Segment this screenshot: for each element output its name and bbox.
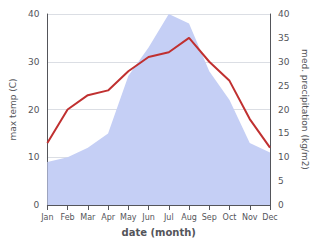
svg-text:30: 30: [28, 57, 40, 67]
svg-text:5: 5: [278, 176, 284, 186]
svg-text:10: 10: [28, 152, 40, 162]
svg-text:20: 20: [28, 105, 40, 115]
svg-text:0: 0: [34, 200, 40, 210]
svg-text:Mar: Mar: [80, 213, 96, 222]
svg-text:30: 30: [278, 57, 290, 67]
svg-text:date (month): date (month): [121, 227, 195, 238]
svg-text:Aug: Aug: [181, 213, 197, 222]
svg-text:med. precipitation (kg/m2): med. precipitation (kg/m2): [300, 49, 310, 170]
svg-text:40: 40: [278, 9, 290, 19]
svg-text:Dec: Dec: [262, 213, 277, 222]
svg-text:10: 10: [278, 152, 290, 162]
svg-text:0: 0: [278, 200, 284, 210]
svg-text:Sep: Sep: [202, 213, 217, 222]
svg-text:Oct: Oct: [223, 213, 237, 222]
svg-text:max temp (C): max temp (C): [8, 78, 18, 140]
svg-text:20: 20: [278, 105, 290, 115]
svg-text:35: 35: [278, 33, 289, 43]
svg-text:25: 25: [278, 81, 289, 91]
svg-text:Jul: Jul: [163, 213, 174, 222]
svg-text:Jun: Jun: [141, 213, 155, 222]
svg-text:Feb: Feb: [61, 213, 75, 222]
svg-text:Apr: Apr: [101, 213, 116, 222]
svg-text:Jan: Jan: [40, 213, 53, 222]
svg-text:May: May: [120, 213, 137, 222]
svg-text:40: 40: [28, 9, 40, 19]
svg-text:Nov: Nov: [242, 213, 258, 222]
svg-text:15: 15: [278, 128, 289, 138]
